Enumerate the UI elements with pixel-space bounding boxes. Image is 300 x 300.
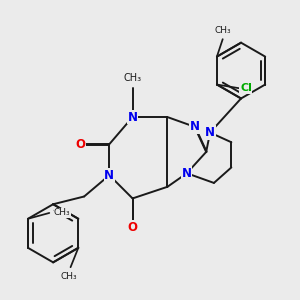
Text: Cl: Cl	[240, 83, 252, 93]
Text: N: N	[104, 169, 114, 182]
Text: O: O	[75, 138, 85, 151]
Text: N: N	[205, 126, 215, 139]
Text: N: N	[182, 167, 192, 180]
Text: CH₃: CH₃	[124, 74, 142, 83]
Text: CH₃: CH₃	[54, 208, 70, 217]
Text: CH₃: CH₃	[214, 26, 231, 34]
Text: N: N	[128, 111, 138, 124]
Text: O: O	[128, 221, 138, 234]
Text: N: N	[190, 120, 200, 133]
Text: CH₃: CH₃	[60, 272, 77, 281]
